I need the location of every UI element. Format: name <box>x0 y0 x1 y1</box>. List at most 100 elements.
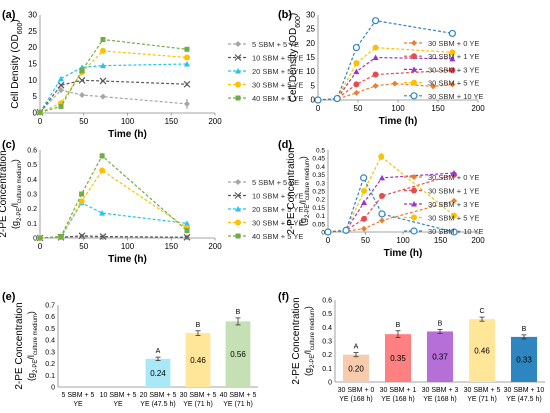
legend-label: 30 SBM + 3 YE <box>428 200 479 209</box>
significance-letter: B <box>236 309 241 316</box>
data-point <box>379 217 385 224</box>
data-point <box>58 87 64 94</box>
y-tick-label: 25 <box>28 27 37 36</box>
y-axis-label-units: (g2-PE/lculture medium) <box>26 311 39 381</box>
data-point <box>184 220 190 226</box>
series-line <box>39 169 188 239</box>
y-tick-label: 5 <box>33 92 38 101</box>
legend-entry: 30 SBM + 5 YE <box>404 214 479 223</box>
x-category-label: YE (168 h) <box>423 396 456 403</box>
x-tick-label: 0 <box>38 242 43 251</box>
series-line <box>39 63 188 113</box>
y-tick-label: 0.15 <box>312 205 325 212</box>
bar-group: 0.37 B 30 SBM + 3 YE (168 h) <box>422 320 459 403</box>
data-point <box>184 100 190 107</box>
x-category-label: YE (168 h) <box>381 396 414 403</box>
y-tick-label: 0.1 <box>45 373 55 380</box>
y-tick-label: 0.4 <box>45 338 55 345</box>
data-point <box>449 49 456 56</box>
y-axis-label: 2-PE Concentration <box>286 147 297 234</box>
legend-entry: 30 SBM + 5 YE <box>404 79 479 88</box>
data-point <box>100 37 106 42</box>
x-category-label: 20 SBM + 5 <box>140 392 177 399</box>
significance-letter: A <box>156 348 161 355</box>
data-point <box>58 103 64 109</box>
legend-label: 30 SBM + 1 YE <box>428 52 479 61</box>
bar-group: 0.46 C 30 SBM + 5 YE (71 h) <box>464 308 501 403</box>
x-category-label: YE (71 h) <box>223 401 253 408</box>
data-point <box>333 94 341 103</box>
legend-entry: 30 SBM + 5 YE <box>228 81 303 90</box>
legend-marker <box>411 66 417 72</box>
y-tick-label: 15 <box>28 60 37 69</box>
legend-label: 10 SBM + 5 YE <box>252 192 303 201</box>
panel-label: (c) <box>2 139 16 151</box>
x-tick-label: 150 <box>165 117 179 126</box>
bar <box>225 321 251 387</box>
data-point <box>78 232 86 240</box>
y-tick-label: 0.3 <box>316 180 325 187</box>
data-point <box>451 197 457 204</box>
legend-marker <box>234 54 242 61</box>
data-point <box>100 47 106 54</box>
chart-panel-3: (d) 0 0.050.10.150.20.25 0.30.350.40.450.5 0… <box>278 139 485 259</box>
x-tick-label: 50 <box>354 104 363 113</box>
x-tick-label: 100 <box>391 104 405 113</box>
y-tick-label: 0.25 <box>312 189 325 196</box>
y-tick-label: 0.2 <box>322 352 332 359</box>
series-4 <box>314 17 456 104</box>
legend-label: 30 SBM + 5 YE <box>252 81 303 90</box>
x-tick-label: 200 <box>471 104 485 113</box>
bar-group: 0.35 B 30 SBM + 1 YE (168 h) <box>380 322 417 403</box>
data-point <box>451 169 457 176</box>
legend-marker <box>411 40 417 46</box>
significance-letter: B <box>522 326 527 333</box>
legend-label: 30 SBM + 5 YE <box>428 214 479 223</box>
legend-entry: 30 SBM + 10 YE <box>404 227 484 236</box>
data-point <box>353 68 360 75</box>
bar <box>510 336 538 382</box>
x-category-label: YE (47.5 h) <box>140 401 175 408</box>
data-point <box>58 234 64 240</box>
x-tick-label: 100 <box>121 242 135 251</box>
legend-entry: 30 SBM + 3 YE <box>404 65 479 74</box>
data-point <box>372 82 379 89</box>
x-axis-label: Time (h) <box>384 248 423 259</box>
data-point <box>361 215 367 222</box>
x-axis-label: Time (h) <box>108 254 147 265</box>
series-1 <box>36 76 191 116</box>
x-tick-label: 150 <box>434 236 448 245</box>
y-axis-label: 2-PE Concentration <box>0 150 9 237</box>
data-point <box>353 60 360 67</box>
data-point <box>361 225 367 232</box>
x-category-label: YE (47.5 h) <box>506 396 541 403</box>
panel-label: (f) <box>278 291 289 303</box>
data-point <box>372 71 379 78</box>
legend-marker <box>410 227 418 235</box>
x-category-label: 30 SBM + 5 <box>464 387 501 394</box>
x-category-label: 30 SBM + 5 <box>180 392 217 399</box>
legend-label: 40 SBM + 5 YE <box>252 94 303 103</box>
x-tick-label: 100 <box>396 236 410 245</box>
x-tick-label: 100 <box>121 117 135 126</box>
series-0 <box>37 87 190 116</box>
y-tick-label: 0.5 <box>322 311 332 318</box>
y-tick-label: 15 <box>306 53 315 62</box>
bar-group: 0.24 A 20 SBM + 5 YE (47.5 h) <box>140 348 177 408</box>
bar-value-label: 0.37 <box>432 353 448 362</box>
data-point <box>100 62 106 69</box>
x-tick-label: 0 <box>38 117 43 126</box>
y-tick-label: 0.3 <box>322 339 332 346</box>
y-axis-label-units: (g2-PE/lculture medium) <box>10 159 23 229</box>
legend-entry: 30 SBM + 3 YE <box>404 200 479 209</box>
series-line <box>317 20 453 101</box>
data-point <box>78 76 86 84</box>
data-point <box>183 233 191 241</box>
legend-label: 30 SBM + 10 YE <box>428 227 484 236</box>
y-axis-label: Cell Density (OD600) <box>10 19 24 109</box>
panel-label: (b) <box>278 9 292 21</box>
y-tick-label: 0.3 <box>27 192 37 199</box>
data-point <box>353 81 360 88</box>
data-point <box>378 153 385 160</box>
